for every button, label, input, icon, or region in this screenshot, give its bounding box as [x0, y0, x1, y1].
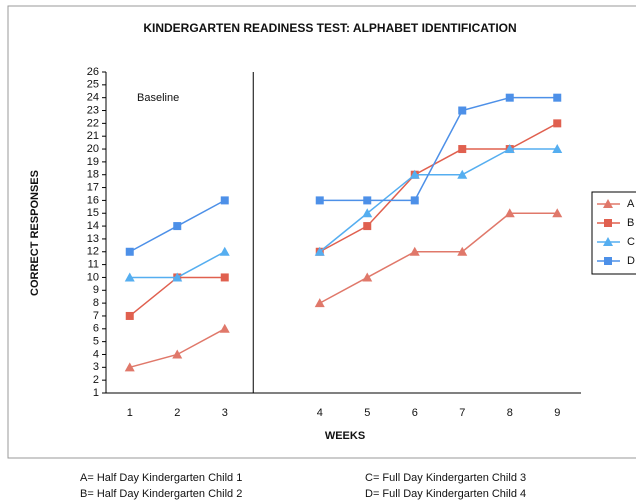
x-tick-label: 7 [459, 407, 465, 419]
data-point [220, 196, 229, 205]
x-tick-label: 1 [127, 407, 133, 419]
data-point [409, 169, 420, 179]
footnote: C= Full Day Kindergarten Child 3 [365, 472, 526, 484]
data-point [505, 93, 514, 102]
data-point [553, 93, 562, 102]
data-point [124, 272, 135, 282]
y-tick-label: 7 [93, 310, 99, 322]
data-point [125, 311, 134, 320]
data-point [362, 208, 373, 218]
data-point [314, 246, 325, 256]
data-point [173, 222, 182, 231]
legend-marker [604, 257, 612, 265]
data-point [553, 119, 562, 128]
data-point [315, 196, 324, 205]
legend-label: C [627, 236, 635, 248]
data-point [124, 362, 135, 372]
y-tick-label: 21 [87, 130, 99, 142]
x-tick-label: 4 [317, 407, 323, 419]
y-tick-label: 26 [87, 66, 99, 78]
y-tick-label: 3 [93, 361, 99, 373]
y-tick-label: 22 [87, 117, 99, 129]
y-tick-label: 23 [87, 104, 99, 116]
data-point [504, 144, 515, 154]
y-tick-label: 10 [87, 271, 99, 283]
data-point [410, 196, 419, 205]
legend-marker [603, 199, 613, 208]
chart-frame [7, 5, 636, 459]
data-point [363, 196, 372, 205]
data-point [363, 222, 372, 231]
legend-label: D [627, 255, 635, 267]
data-point [458, 145, 467, 154]
data-point [552, 208, 563, 218]
y-tick-label: 20 [87, 143, 99, 155]
chart-title: KINDERGARTEN READINESS TEST: ALPHABET ID… [143, 21, 516, 35]
data-point [219, 323, 230, 333]
y-tick-label: 14 [87, 220, 99, 232]
y-tick-label: 2 [93, 374, 99, 386]
series-line [319, 148, 558, 253]
data-point [172, 349, 183, 359]
data-point [458, 106, 467, 115]
footnote: B= Half Day Kindergarten Child 2 [80, 488, 242, 500]
y-tick-label: 16 [87, 194, 99, 206]
y-axis-title: CORRECT RESPONSES [29, 170, 41, 296]
y-tick-label: 24 [87, 92, 99, 104]
y-tick-label: 19 [87, 156, 99, 168]
x-axis-title: WEEKS [325, 430, 365, 442]
y-tick-label: 13 [87, 233, 99, 245]
x-tick-label: 5 [364, 407, 370, 419]
data-point [457, 169, 468, 179]
series-line [319, 122, 558, 253]
legend-label: A [627, 198, 635, 210]
data-point [125, 247, 134, 256]
legend-marker [603, 237, 613, 246]
y-tick-label: 9 [93, 284, 99, 296]
y-tick-label: 8 [93, 297, 99, 309]
y-tick-label: 11 [88, 259, 99, 271]
x-tick-label: 2 [174, 407, 180, 419]
series-line [319, 212, 558, 304]
data-point [457, 246, 468, 256]
data-point [220, 273, 229, 282]
data-point [172, 272, 183, 282]
x-tick-label: 8 [507, 407, 513, 419]
data-point [314, 298, 325, 308]
data-point [362, 272, 373, 282]
y-tick-label: 15 [87, 207, 99, 219]
y-tick-label: 12 [87, 246, 99, 258]
y-tick-label: 17 [87, 181, 99, 193]
legend-box [591, 191, 636, 275]
data-point [552, 144, 563, 154]
x-tick-label: 9 [554, 407, 560, 419]
data-point [409, 246, 420, 256]
y-tick-label: 1 [93, 387, 99, 399]
y-tick-label: 5 [93, 336, 99, 348]
legend-marker [604, 219, 612, 227]
data-point [504, 208, 515, 218]
y-tick-label: 4 [93, 348, 99, 360]
y-tick-label: 18 [87, 169, 99, 181]
footnote: A= Half Day Kindergarten Child 1 [80, 472, 242, 484]
data-point [219, 246, 230, 256]
series-line [319, 96, 558, 202]
x-tick-label: 3 [222, 407, 228, 419]
y-tick-label: 6 [93, 323, 99, 335]
x-tick-label: 6 [412, 407, 418, 419]
footnote: D= Full Day Kindergarten Child 4 [365, 488, 526, 500]
annotation: Baseline [137, 92, 179, 104]
y-tick-label: 25 [87, 79, 99, 91]
legend-label: B [627, 217, 634, 229]
